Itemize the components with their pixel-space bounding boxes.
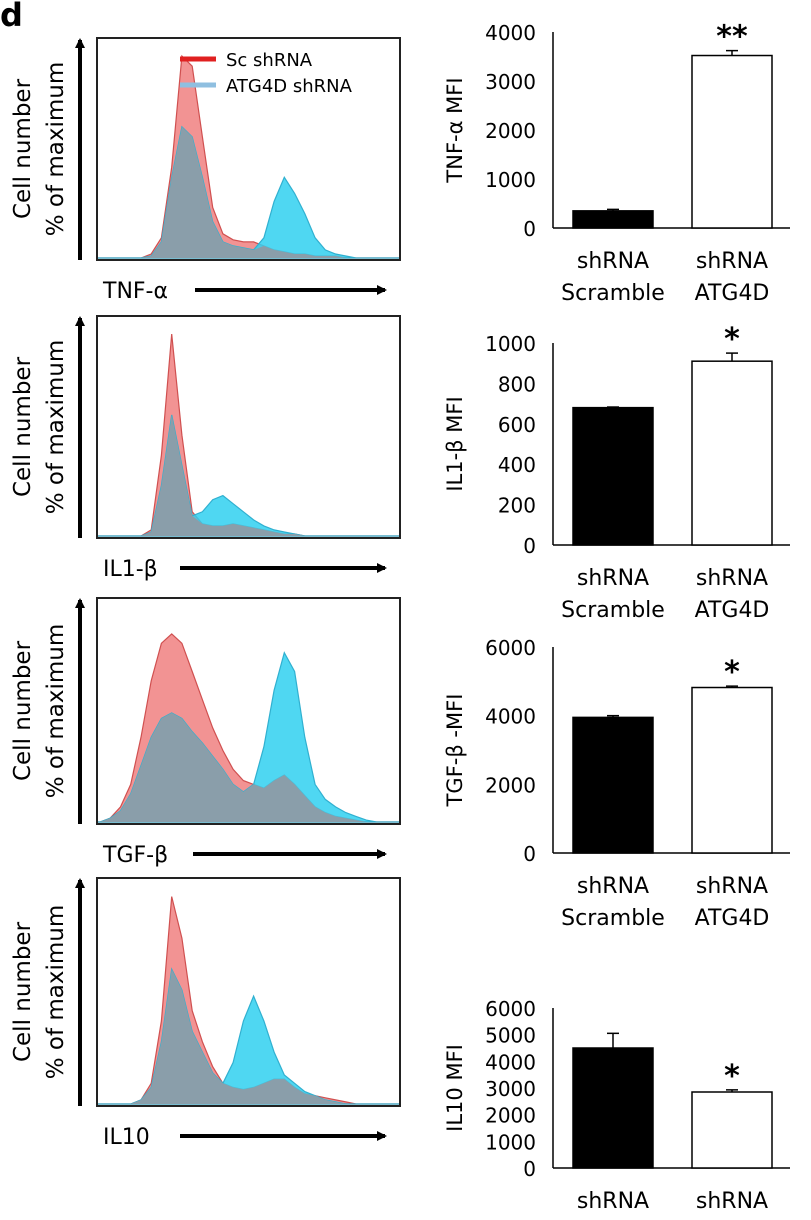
- y-tick-label: 4000: [485, 705, 536, 729]
- y-tick-label: 200: [498, 494, 536, 518]
- y-tick-label: 3000: [485, 70, 536, 94]
- histogram-frame: [96, 597, 401, 825]
- y-axis-label: IL1-β MFI: [443, 396, 467, 491]
- y-tick-label: 5000: [485, 1024, 536, 1048]
- y-tick-label: 800: [498, 372, 536, 396]
- bar-scramble: [572, 406, 654, 546]
- y-tick-label: 1000: [485, 332, 536, 356]
- y-tick-label: 0: [523, 842, 536, 866]
- category-label: shRNA: [696, 874, 768, 899]
- bar-atg4d: [691, 686, 773, 854]
- category-label: ATG4D: [695, 906, 770, 931]
- category-label: shRNA: [577, 566, 649, 591]
- bar-atg4d: [691, 1091, 773, 1169]
- histogram-frame: [96, 37, 401, 261]
- y-tick-label: 6000: [485, 997, 536, 1021]
- y-tick-label: 400: [498, 453, 536, 477]
- histogram-frame: [96, 315, 401, 539]
- y-axis-label: % of maximum: [43, 62, 69, 237]
- y-tick-label: 6000: [485, 636, 536, 660]
- series-atg4d-shrna-area: [97, 414, 400, 537]
- significance-marker: *: [724, 655, 740, 690]
- category-label: Scramble: [561, 281, 665, 306]
- series-overlap-area: [97, 126, 400, 258]
- y-axis-label: % of maximum: [43, 624, 69, 799]
- category-label: shRNA: [577, 874, 649, 899]
- significance-marker: *: [724, 1059, 740, 1094]
- y-axis-label: % of maximum: [43, 340, 69, 515]
- y-axis-label: Cell number: [10, 356, 36, 497]
- y-tick-label: 3000: [485, 1077, 536, 1101]
- y-axis-label: Cell number: [10, 78, 36, 219]
- y-tick-label: 4000: [485, 1050, 536, 1074]
- x-axis-label: IL10: [103, 1125, 150, 1150]
- y-axis-label: Cell number: [10, 640, 36, 781]
- category-label: shRNA: [577, 249, 649, 274]
- series-atg4d-shrna-area: [97, 967, 400, 1105]
- x-axis-label: IL1-β: [103, 557, 158, 582]
- y-tick-label: 2000: [485, 119, 536, 143]
- series-overlap-area: [97, 414, 400, 536]
- series-overlap-area: [97, 969, 400, 1104]
- y-tick-label: 0: [523, 217, 536, 241]
- bar-chart-2: 0 2000 4000 6000 TGF-β -MFI shRNA Scramble * shR…: [443, 636, 790, 931]
- bar-scramble: [572, 1047, 654, 1169]
- y-tick-label: 0: [523, 1157, 536, 1181]
- category-label: Scramble: [561, 598, 665, 623]
- histogram-panel-2: Cell number % of maximum TGF-β: [10, 597, 401, 868]
- y-axis-label: IL10 MFI: [443, 1044, 467, 1132]
- bar-scramble: [572, 716, 654, 854]
- category-label: shRNA: [696, 249, 768, 274]
- category-label: shRNA: [577, 1189, 649, 1214]
- bar-chart-0: 0 1000 2000 3000 4000 TNF-α MFI shRNA Scramble *…: [443, 20, 790, 306]
- panel-label: d: [0, 0, 23, 34]
- histogram-panel-1: Cell number % of maximum IL1-β: [10, 315, 401, 582]
- y-tick-label: 1000: [485, 1130, 536, 1154]
- y-axis-label: Cell number: [10, 921, 36, 1062]
- y-axis-label: TGF-β -MFI: [443, 694, 467, 808]
- series-atg4d-shrna-area: [97, 125, 400, 259]
- x-axis-label: TGF-β: [102, 843, 168, 868]
- y-tick-label: 600: [498, 413, 536, 437]
- significance-marker: **: [716, 20, 748, 55]
- legend-label: ATG4D shRNA: [226, 76, 353, 97]
- bar-chart-1: 0 200 400 600 800 1000 IL1-β MFI shRNA Scramble *…: [443, 322, 790, 623]
- x-axis-label: TNF-α: [102, 279, 168, 304]
- bar-scramble: [572, 210, 654, 229]
- histogram-panel-0: Cell number % of maximum TNF-α Sc shRNA ATG4…: [10, 37, 401, 304]
- category-label: shRNA: [696, 1189, 768, 1214]
- y-tick-label: 0: [523, 534, 536, 558]
- series-overlap-area: [97, 712, 400, 822]
- y-axis-label: % of maximum: [43, 905, 69, 1080]
- bar-atg4d: [691, 54, 773, 229]
- histogram-panel-3: Cell number % of maximum IL10: [10, 877, 401, 1150]
- series-sc-shrna-area: [97, 334, 400, 537]
- bar-atg4d: [691, 360, 773, 546]
- category-label: shRNA: [696, 566, 768, 591]
- significance-marker: *: [724, 322, 740, 357]
- y-tick-label: 2000: [485, 1104, 536, 1128]
- y-tick-label: 1000: [485, 168, 536, 192]
- category-label: Scramble: [561, 906, 665, 931]
- y-tick-label: 2000: [485, 773, 536, 797]
- category-label: ATG4D: [695, 281, 770, 306]
- y-axis-label: TNF-α MFI: [443, 77, 467, 183]
- legend-label: Sc shRNA: [226, 50, 313, 71]
- histogram-frame: [96, 877, 401, 1107]
- category-label: ATG4D: [695, 598, 770, 623]
- y-tick-label: 4000: [485, 21, 536, 45]
